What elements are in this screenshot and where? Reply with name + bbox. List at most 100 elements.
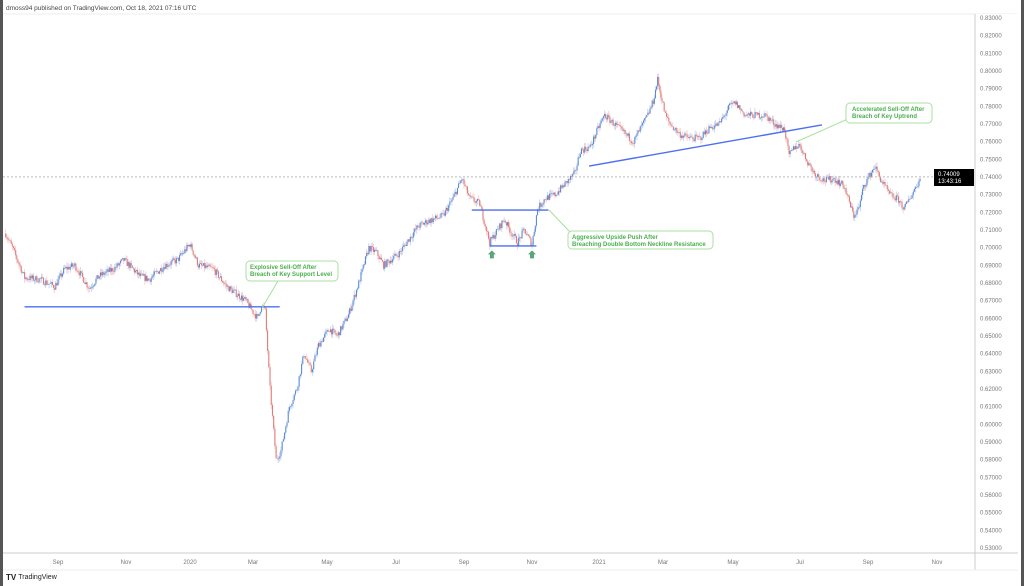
candle-body bbox=[375, 249, 377, 251]
candle-body bbox=[696, 135, 699, 137]
candle-body bbox=[24, 272, 26, 279]
candle-body bbox=[756, 112, 758, 115]
candle-body bbox=[792, 146, 795, 150]
time-tick-label: Nov bbox=[932, 560, 943, 566]
candle-body bbox=[502, 220, 504, 222]
footer-brand[interactable]: TV TradingView bbox=[6, 573, 57, 582]
candle-body bbox=[637, 130, 639, 134]
candle-body bbox=[711, 127, 713, 129]
candle-body bbox=[387, 259, 389, 261]
candle-body bbox=[682, 135, 684, 138]
time-tick-label: Jul bbox=[796, 560, 804, 566]
candle-body bbox=[814, 173, 816, 178]
candle-body bbox=[125, 258, 127, 259]
candle-body bbox=[252, 310, 254, 314]
candle-body bbox=[210, 266, 212, 268]
candle-body bbox=[797, 147, 799, 149]
candle-body bbox=[847, 195, 849, 197]
candle-body bbox=[845, 188, 847, 194]
candle-body bbox=[206, 265, 208, 268]
annotation-box bbox=[245, 260, 339, 282]
candle-body bbox=[8, 239, 10, 241]
candle-body bbox=[248, 302, 250, 308]
candle-body bbox=[154, 271, 156, 273]
candle-body bbox=[142, 273, 144, 276]
candle-body bbox=[716, 123, 718, 126]
candle-body bbox=[359, 280, 361, 282]
annotation-neckline-breach[interactable]: Aggressive Upside Push After Breaching D… bbox=[548, 209, 714, 250]
candle-body bbox=[139, 272, 141, 276]
candle-body bbox=[276, 458, 278, 459]
annotation-support-breach[interactable]: Explosive Sell-Off After Breach of Key S… bbox=[245, 260, 339, 309]
candle-body bbox=[379, 257, 381, 260]
bar-countdown: 13:43:16 bbox=[938, 179, 962, 185]
candle-body bbox=[714, 125, 716, 129]
candle-body bbox=[483, 219, 485, 225]
candle-body bbox=[580, 148, 583, 155]
price-tick-label: 0.63000 bbox=[980, 369, 1002, 375]
candle-body bbox=[590, 144, 592, 146]
candle-body bbox=[459, 182, 461, 184]
candle-body bbox=[141, 273, 143, 275]
candle-body bbox=[727, 105, 730, 111]
candle-body bbox=[413, 232, 415, 238]
candle-body bbox=[34, 280, 36, 281]
candle-body bbox=[38, 278, 40, 283]
candle-body bbox=[205, 265, 207, 269]
candle-body bbox=[179, 255, 181, 261]
candle-body bbox=[900, 201, 902, 202]
candle-body bbox=[803, 152, 805, 154]
candle-body bbox=[335, 333, 337, 336]
annotation-uptrend-breach[interactable]: Accelerated Sell-Off After Breach of Key… bbox=[795, 102, 933, 143]
candle-body bbox=[44, 284, 46, 286]
candle-body bbox=[631, 141, 633, 144]
candle-body bbox=[787, 139, 789, 146]
candle-body bbox=[388, 260, 390, 264]
candle-body bbox=[65, 266, 67, 269]
candle-body bbox=[429, 219, 431, 224]
candle-body bbox=[355, 289, 358, 297]
candle-body bbox=[37, 282, 39, 283]
candle-body bbox=[105, 271, 107, 274]
candle-body bbox=[106, 269, 108, 272]
candle-body bbox=[54, 287, 56, 290]
candle-body bbox=[269, 367, 271, 386]
candle-body bbox=[213, 267, 215, 270]
candle-body bbox=[515, 236, 517, 244]
candle-body bbox=[451, 199, 453, 202]
candle-body bbox=[69, 266, 71, 270]
price-axis[interactable] bbox=[975, 14, 1018, 570]
candle-body bbox=[152, 274, 154, 277]
candle-body bbox=[48, 283, 50, 285]
candle-body bbox=[293, 394, 295, 401]
candle-body bbox=[736, 101, 738, 108]
candle-body bbox=[350, 308, 352, 312]
candle-body bbox=[709, 126, 711, 129]
candle-body bbox=[902, 207, 904, 210]
candle-body bbox=[701, 138, 703, 140]
candle-body bbox=[227, 286, 229, 287]
candle-body bbox=[102, 272, 104, 276]
candle-body bbox=[432, 218, 434, 223]
candle-body bbox=[271, 404, 274, 416]
candle-body bbox=[40, 277, 42, 279]
candle-body bbox=[93, 285, 95, 287]
annotation-line: Aggressive Upside Push After bbox=[572, 235, 658, 241]
candle-body bbox=[547, 195, 550, 200]
candle-body bbox=[109, 267, 111, 272]
candle-body bbox=[739, 105, 741, 110]
candle-body bbox=[763, 116, 765, 118]
candle-body bbox=[632, 143, 634, 144]
time-axis-ticks[interactable]: Sep Nov 2020 Mar May Jul Sep Nov 2021 Mar May Jul Se… bbox=[53, 560, 943, 566]
candle-body bbox=[49, 283, 51, 284]
candle-body bbox=[512, 235, 514, 237]
candle-body bbox=[383, 261, 385, 269]
trendlines[interactable] bbox=[24, 124, 823, 308]
candle-body bbox=[533, 231, 535, 237]
candle-body bbox=[190, 244, 192, 247]
candle-body bbox=[90, 287, 93, 289]
candle-body bbox=[901, 201, 903, 208]
candle-body bbox=[462, 179, 464, 180]
